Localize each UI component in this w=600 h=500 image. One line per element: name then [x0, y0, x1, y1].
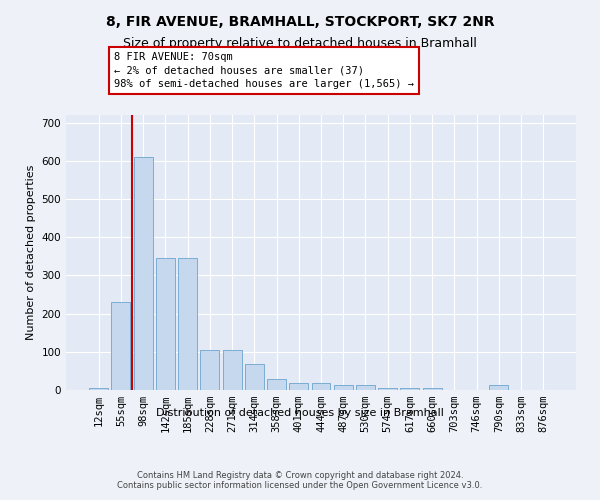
Text: 8, FIR AVENUE, BRAMHALL, STOCKPORT, SK7 2NR: 8, FIR AVENUE, BRAMHALL, STOCKPORT, SK7 … — [106, 15, 494, 29]
Bar — [289, 383, 308, 390]
Text: Distribution of detached houses by size in Bramhall: Distribution of detached houses by size … — [156, 408, 444, 418]
Bar — [378, 388, 397, 390]
Bar — [490, 386, 508, 390]
Bar — [89, 388, 108, 390]
Bar — [356, 386, 375, 390]
Bar — [112, 302, 130, 390]
Text: 8 FIR AVENUE: 70sqm
← 2% of detached houses are smaller (37)
98% of semi-detache: 8 FIR AVENUE: 70sqm ← 2% of detached hou… — [114, 52, 414, 89]
Bar — [223, 350, 242, 390]
Bar — [423, 388, 442, 390]
Bar — [267, 378, 286, 390]
Bar — [178, 258, 197, 390]
Bar — [334, 386, 353, 390]
Bar — [134, 157, 152, 390]
Bar — [311, 383, 331, 390]
Bar — [156, 258, 175, 390]
Bar — [200, 350, 219, 390]
Text: Size of property relative to detached houses in Bramhall: Size of property relative to detached ho… — [123, 38, 477, 51]
Y-axis label: Number of detached properties: Number of detached properties — [26, 165, 36, 340]
Bar — [245, 364, 264, 390]
Bar — [400, 388, 419, 390]
Text: Contains HM Land Registry data © Crown copyright and database right 2024.
Contai: Contains HM Land Registry data © Crown c… — [118, 470, 482, 490]
